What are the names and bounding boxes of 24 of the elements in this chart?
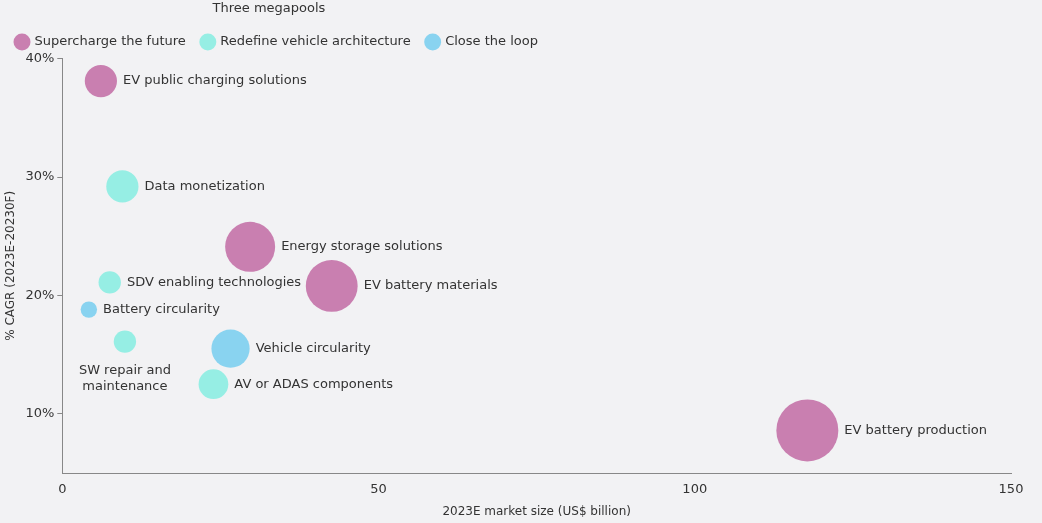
annotation: SW repair and maintenance (78, 362, 171, 394)
y-tick-label: 10% (25, 405, 55, 421)
x-tick-label: 0 (58, 481, 67, 497)
legend-label: Redefine vehicle architecture (220, 33, 411, 49)
x-axis-title: 2023E market size (US$ billion) (442, 503, 631, 518)
y-tick-label: 20% (25, 286, 55, 302)
x-tick-label: 100 (682, 481, 708, 497)
legend-title: Three megapools (211, 0, 326, 15)
y-axis-title: % CAGR (2023E-20230F) (3, 190, 18, 341)
y-tick-label: 30% (25, 168, 55, 184)
annotation: AV or ADAS components (234, 375, 394, 391)
legend-label: Close the loop (445, 33, 538, 49)
annotation: Vehicle circularity (255, 340, 372, 356)
legend-label: Supercharge the future (34, 33, 186, 49)
annotation: EV public charging solutions (122, 72, 307, 88)
annotation: Data monetization (144, 177, 265, 193)
annotation: Battery circularity (103, 300, 221, 316)
annotation: EV battery materials (363, 277, 498, 293)
annotation: SDV enabling technologies (126, 273, 302, 289)
x-tick-label: 50 (370, 481, 387, 497)
annotation: Energy storage solutions (281, 238, 443, 254)
y-tick-label: 40% (25, 49, 55, 65)
x-tick-label: 150 (998, 481, 1024, 497)
annotation: EV battery production (844, 421, 987, 437)
